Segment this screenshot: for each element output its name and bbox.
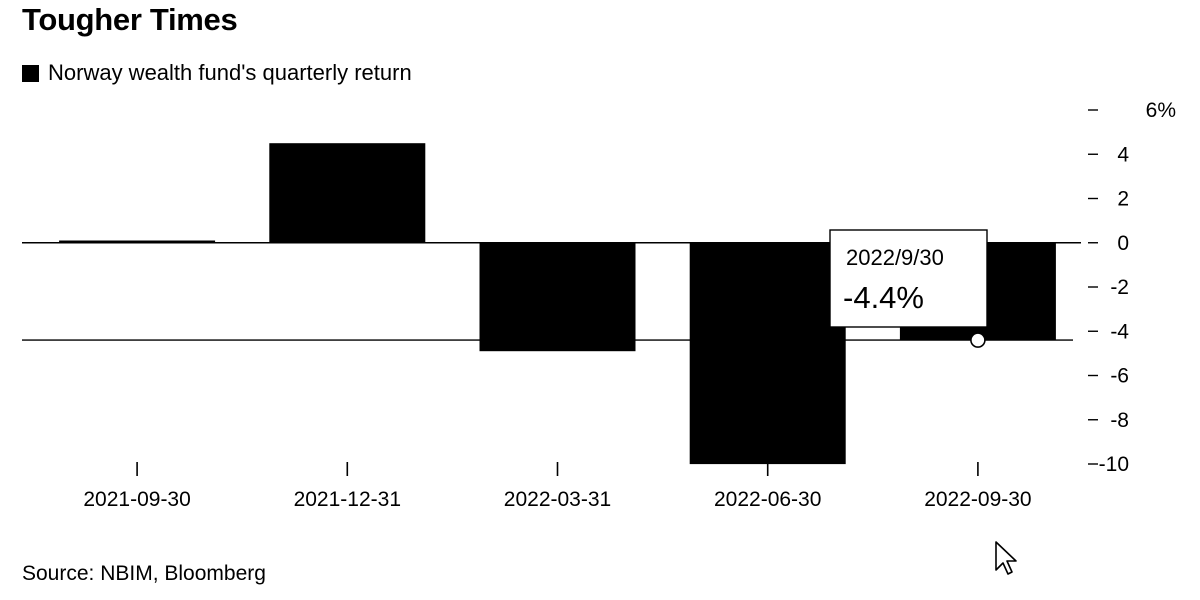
y-tick-label: -2 <box>1110 276 1129 299</box>
x-tick-label: 2022-06-30 <box>714 488 821 511</box>
x-tick-label: 2021-09-30 <box>83 488 190 511</box>
source-note: Source: NBIM, Bloomberg <box>22 562 266 586</box>
x-tick-label: 2022-09-30 <box>924 488 1031 511</box>
x-tick-label: 2021-12-31 <box>294 488 401 511</box>
y-tick-label: 6% <box>1146 99 1176 122</box>
y-tick-label: -4 <box>1110 320 1129 343</box>
mouse-pointer-icon <box>994 540 1018 576</box>
bar-2022-03-31 <box>480 243 636 351</box>
hover-marker <box>971 333 985 347</box>
bar-2021-12-31 <box>269 143 425 243</box>
y-tick-label: -6 <box>1110 365 1129 388</box>
tooltip-value: -4.4% <box>843 280 924 315</box>
bar-2022-06-30 <box>690 243 846 464</box>
y-tick-label: 0 <box>1117 232 1129 255</box>
tooltip-date: 2022/9/30 <box>846 245 944 270</box>
y-tick-label: -8 <box>1110 409 1129 432</box>
y-tick-label: -10 <box>1099 453 1129 476</box>
y-tick-label: 4 <box>1117 143 1129 166</box>
y-tick-label: 2 <box>1117 188 1129 211</box>
x-tick-label: 2022-03-31 <box>504 488 611 511</box>
